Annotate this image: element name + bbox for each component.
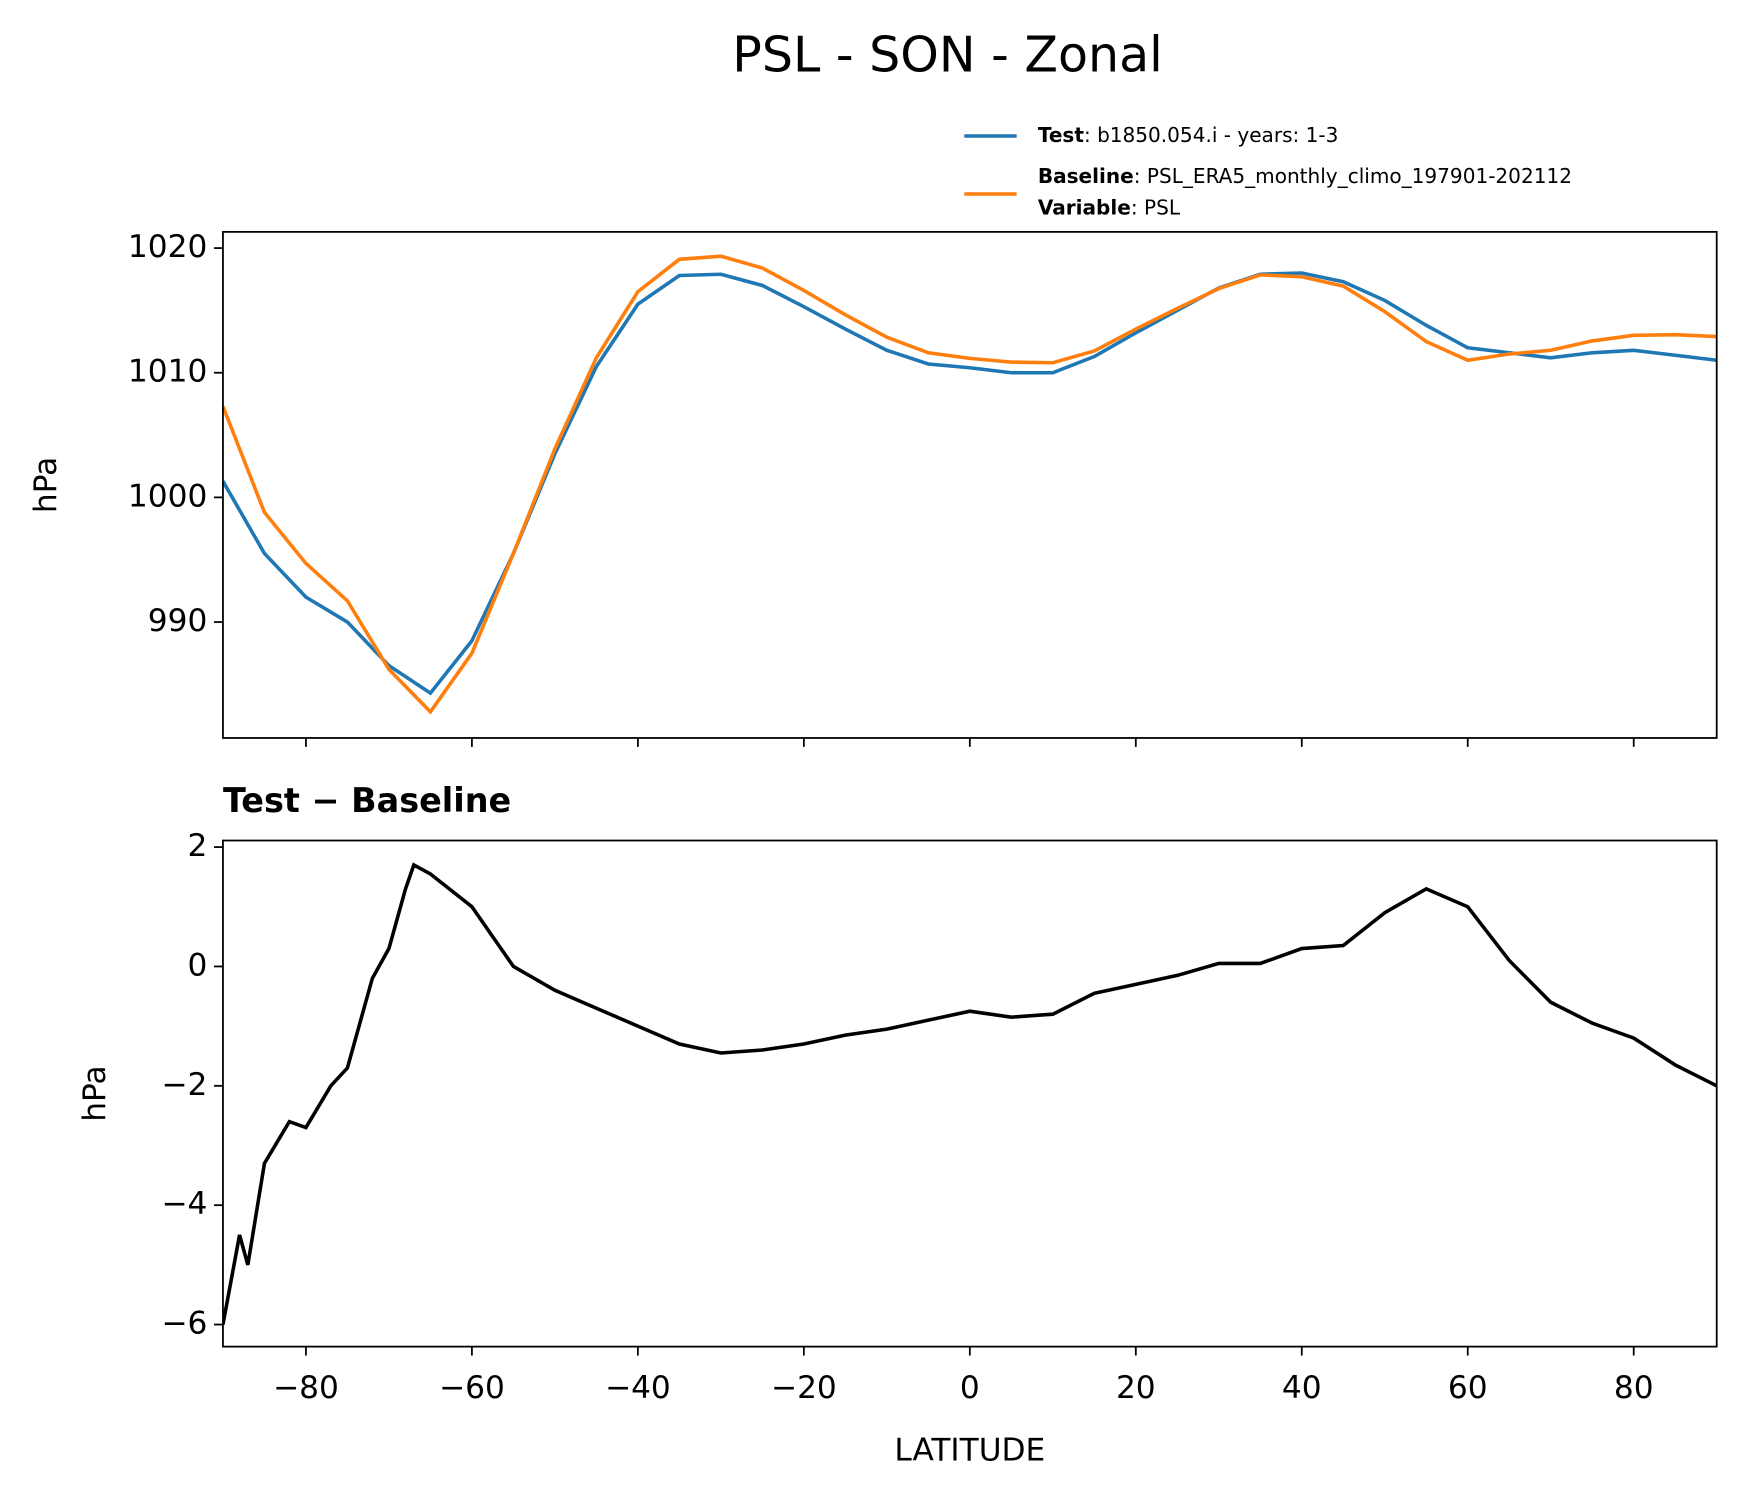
subplot-title: Test − Baseline	[223, 781, 511, 820]
x-tick-label: 20	[1116, 1370, 1156, 1406]
y-axis-label: hPa	[28, 457, 64, 513]
y-tick-label: 1000	[128, 478, 207, 514]
y-tick-label: 1020	[128, 229, 207, 265]
x-tick-label: 40	[1282, 1370, 1322, 1406]
legend-entry: Test: b1850.054.i - years: 1-3	[1038, 123, 1339, 147]
y-tick-label: 0	[187, 947, 207, 983]
y-tick-label: −6	[161, 1306, 207, 1342]
legend-label: : PSL_ERA5_monthly_climo_197901-202112	[1134, 164, 1572, 188]
plot-frame	[222, 230, 1718, 739]
legend-name: Variable	[1038, 195, 1131, 219]
x-tick-label: 60	[1448, 1370, 1488, 1406]
y-tick-label: 990	[148, 603, 208, 639]
y-tick-label: −2	[161, 1067, 207, 1103]
y-axis-label: hPa	[77, 1065, 113, 1121]
x-tick-label: 80	[1614, 1370, 1654, 1406]
x-tick-label: −80	[273, 1370, 339, 1406]
legend-label: : b1850.054.i - years: 1-3	[1084, 123, 1338, 147]
data-line	[222, 271, 1717, 696]
legend-entry: Baseline: PSL_ERA5_monthly_climo_197901-…	[1038, 164, 1572, 188]
legend-entry: Variable: PSL	[1038, 195, 1181, 219]
data-line	[222, 254, 1717, 715]
x-tick-label: 0	[960, 1370, 980, 1406]
y-tick-label: 2	[187, 828, 207, 864]
figure-title: PSL - SON - Zonal	[732, 25, 1162, 83]
x-tick-label: −20	[771, 1370, 837, 1406]
plot-frame	[222, 839, 1718, 1348]
x-tick-label: −60	[439, 1370, 505, 1406]
data-line	[222, 862, 1717, 1325]
x-axis-label: LATITUDE	[894, 1432, 1045, 1468]
x-tick-label: −40	[605, 1370, 671, 1406]
legend-name: Baseline	[1038, 164, 1134, 188]
y-tick-label: −4	[161, 1186, 207, 1222]
legend-label: : PSL	[1131, 195, 1181, 219]
legend-name: Test	[1038, 123, 1085, 147]
y-tick-label: 1010	[128, 354, 207, 390]
